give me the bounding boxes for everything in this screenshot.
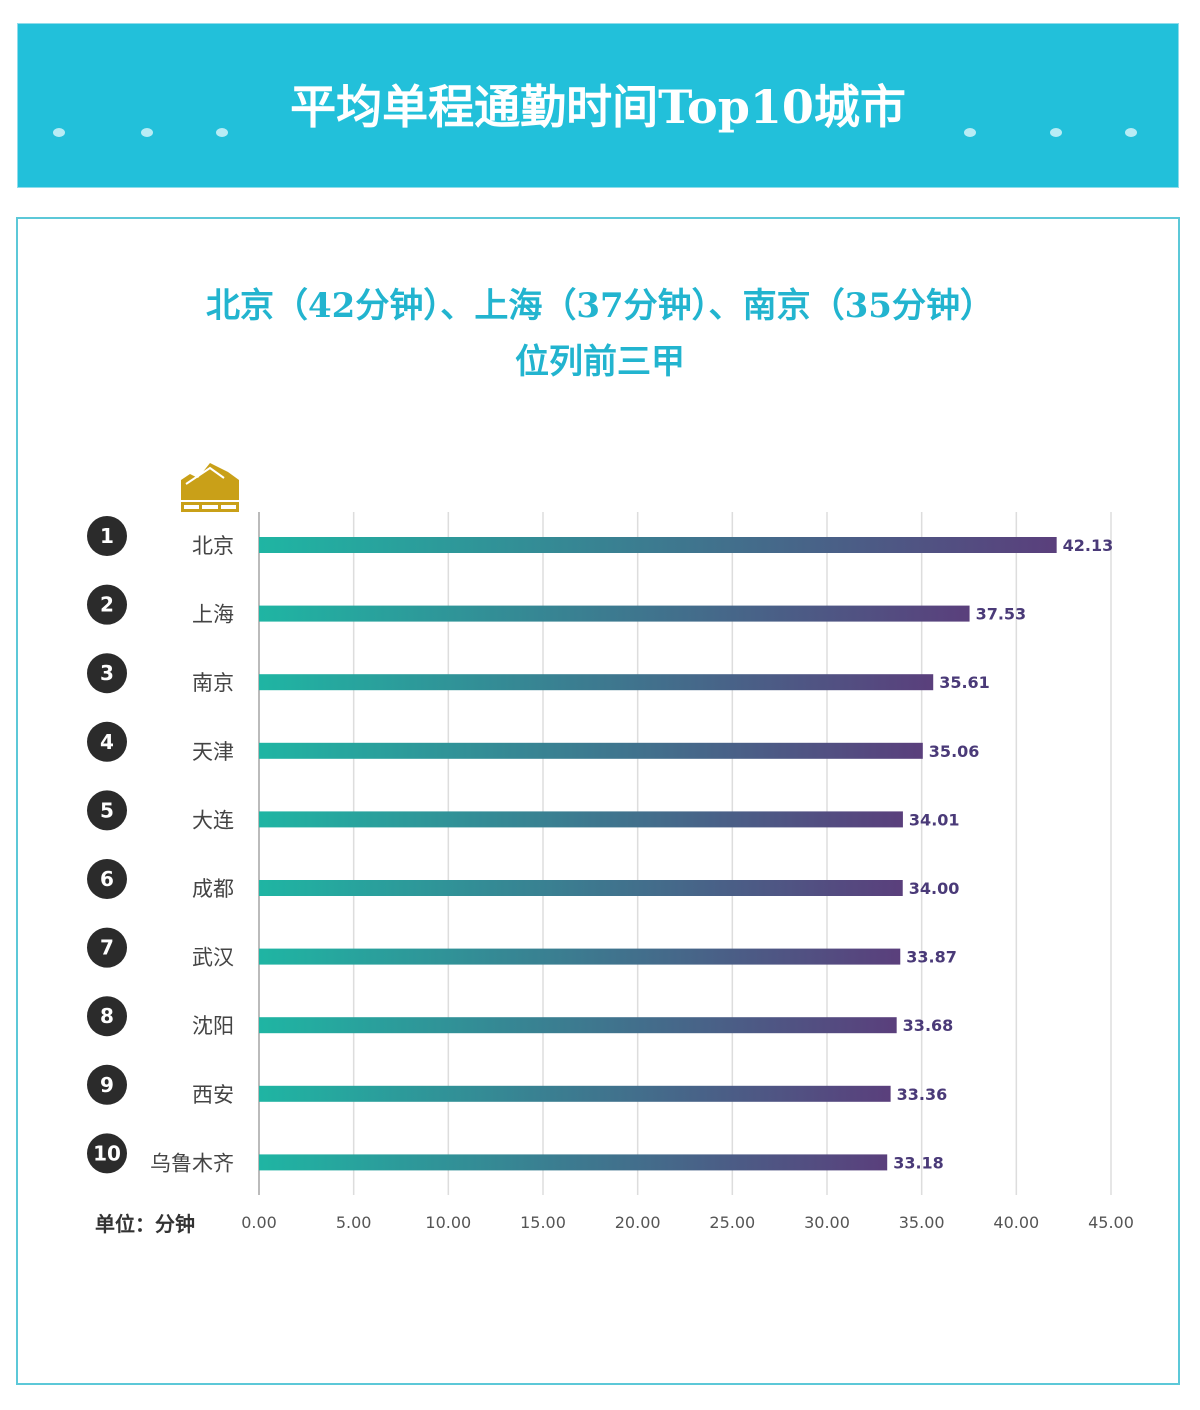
x-tick-label: 15.00 bbox=[520, 1213, 566, 1232]
bar bbox=[259, 1085, 891, 1102]
dot-decoration bbox=[216, 128, 228, 137]
rank-badge bbox=[87, 790, 127, 831]
category-label: 大连 bbox=[192, 808, 234, 832]
dot-decoration bbox=[1050, 128, 1062, 137]
x-tick-label: 10.00 bbox=[425, 1213, 471, 1232]
rank-badge bbox=[87, 927, 127, 968]
crown-icon bbox=[181, 463, 239, 512]
bar bbox=[259, 811, 903, 828]
category-label: 乌鲁木齐 bbox=[150, 1151, 234, 1175]
category-label: 南京 bbox=[192, 671, 234, 695]
title-banner: 平均单程通勤时间Top10城市 bbox=[17, 23, 1179, 188]
chart-panel bbox=[16, 217, 1180, 1385]
data-label: 33.18 bbox=[893, 1153, 944, 1172]
chart-subtitle: 北京（42分钟）、上海（37分钟）、南京（35分钟） 位列前三甲 bbox=[0, 278, 1200, 390]
rank-badge bbox=[87, 516, 127, 556]
category-label: 上海 bbox=[192, 603, 234, 627]
x-tick-label: 25.00 bbox=[709, 1213, 755, 1232]
data-label: 37.53 bbox=[976, 605, 1027, 624]
dot-decoration bbox=[53, 128, 65, 137]
dot-decoration bbox=[964, 128, 976, 137]
rank-badge bbox=[87, 996, 127, 1037]
bar bbox=[259, 605, 970, 622]
x-tick-label: 5.00 bbox=[336, 1213, 372, 1232]
x-tick-label: 20.00 bbox=[615, 1213, 661, 1232]
rank-badge bbox=[87, 721, 127, 762]
category-label: 武汉 bbox=[192, 946, 234, 970]
x-tick-label: 40.00 bbox=[993, 1213, 1039, 1232]
bar bbox=[259, 1017, 897, 1034]
x-tick-label: 45.00 bbox=[1088, 1213, 1134, 1232]
bar bbox=[259, 537, 1057, 553]
data-label: 33.87 bbox=[906, 948, 957, 967]
rank-badge bbox=[87, 653, 127, 694]
rank-number: 1 bbox=[100, 524, 114, 548]
x-tick-label: 30.00 bbox=[804, 1213, 850, 1232]
rank-number: 6 bbox=[100, 867, 114, 891]
rank-number: 3 bbox=[100, 661, 114, 685]
x-tick-label: 0.00 bbox=[241, 1213, 277, 1232]
category-label: 天津 bbox=[192, 740, 234, 764]
page-title: 平均单程通勤时间Top10城市 bbox=[290, 80, 906, 134]
unit-label: 单位：分钟 bbox=[95, 1212, 195, 1236]
subtitle-line-1: 北京（42分钟）、上海（37分钟）、南京（35分钟） bbox=[206, 286, 994, 326]
rank-number: 8 bbox=[100, 1004, 114, 1028]
bar bbox=[259, 880, 903, 896]
bar bbox=[259, 742, 923, 759]
data-label: 35.61 bbox=[939, 673, 990, 692]
subtitle-line-2: 位列前三甲 bbox=[515, 342, 685, 382]
rank-badge bbox=[87, 859, 127, 899]
rank-number: 2 bbox=[100, 593, 114, 617]
data-label: 34.01 bbox=[909, 810, 960, 829]
category-label: 沈阳 bbox=[192, 1014, 234, 1038]
rank-number: 10 bbox=[93, 1141, 121, 1165]
dot-decoration bbox=[1125, 128, 1137, 137]
rank-number: 4 bbox=[100, 730, 114, 754]
data-label: 33.68 bbox=[903, 1016, 954, 1035]
rank-badge bbox=[87, 584, 127, 625]
bar bbox=[259, 1154, 888, 1171]
rank-badge bbox=[87, 1064, 127, 1105]
rank-number: 5 bbox=[100, 798, 114, 822]
bar bbox=[259, 948, 901, 965]
data-label: 42.13 bbox=[1063, 536, 1114, 555]
x-tick-label: 35.00 bbox=[899, 1213, 945, 1232]
category-label: 西安 bbox=[192, 1083, 234, 1107]
data-label: 34.00 bbox=[909, 879, 960, 898]
category-label: 成都 bbox=[192, 877, 234, 901]
category-label: 北京 bbox=[192, 534, 234, 558]
dot-decoration bbox=[141, 128, 153, 137]
rank-badge bbox=[87, 1133, 127, 1174]
rank-number: 7 bbox=[100, 936, 114, 960]
bar bbox=[259, 674, 934, 691]
data-label: 33.36 bbox=[897, 1085, 948, 1104]
data-label: 35.06 bbox=[929, 742, 980, 761]
rank-number: 9 bbox=[100, 1073, 114, 1097]
